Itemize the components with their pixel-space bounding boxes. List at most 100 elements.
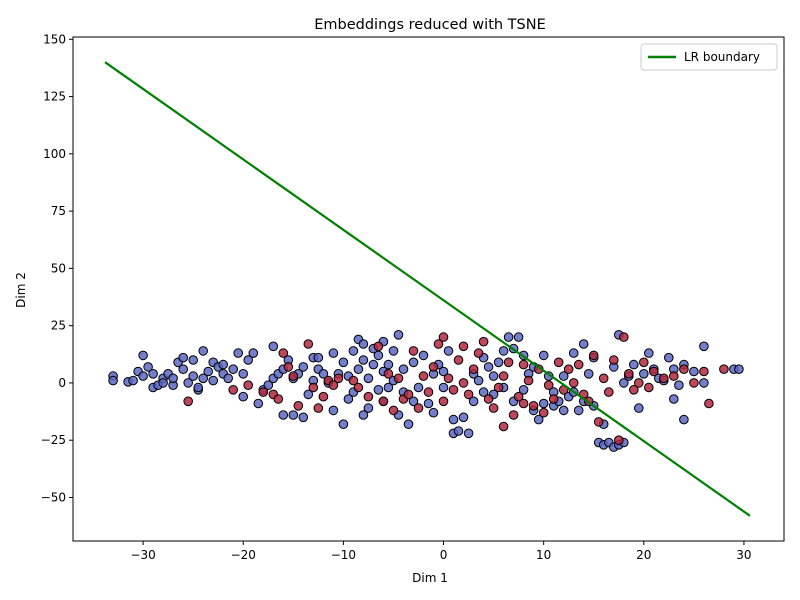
data-point-red <box>438 396 449 407</box>
data-point-red <box>283 362 294 372</box>
data-point-blue <box>313 352 324 363</box>
data-point-blue <box>198 373 208 384</box>
data-point-blue <box>243 355 253 365</box>
data-point-blue <box>218 359 228 370</box>
data-point-blue <box>278 410 289 420</box>
plot-area <box>72 36 785 542</box>
data-point-blue <box>253 398 264 409</box>
data-point-blue <box>368 359 379 370</box>
data-point-red <box>443 373 454 384</box>
data-point-red <box>468 364 479 375</box>
data-point-red <box>689 378 699 388</box>
data-point-red <box>483 394 494 404</box>
data-point-blue <box>634 403 644 413</box>
data-point-blue <box>238 369 248 379</box>
data-point-blue <box>298 412 309 423</box>
data-point-red <box>388 405 399 416</box>
legend-box <box>640 43 778 71</box>
legend: LR boundary <box>640 43 778 71</box>
chart-title: Embeddings reduced with TSNE <box>314 17 546 33</box>
data-point-blue <box>558 405 569 416</box>
data-point-blue <box>538 398 549 409</box>
data-point-red <box>518 359 529 370</box>
data-point-blue <box>373 350 384 361</box>
data-point-blue <box>128 375 138 386</box>
data-point-blue <box>483 362 494 372</box>
data-point-red <box>649 366 659 377</box>
x-tick-label: 0 <box>440 548 448 562</box>
data-point-blue <box>268 341 279 352</box>
data-point-blue <box>558 371 569 381</box>
data-point-blue <box>233 348 243 358</box>
data-point-red <box>604 387 614 397</box>
data-point-blue <box>498 346 509 356</box>
data-point-blue <box>413 382 424 393</box>
data-point-red <box>328 380 339 391</box>
data-point-blue <box>503 332 514 342</box>
x-tick-label: −20 <box>231 548 256 562</box>
data-point-blue <box>148 369 158 379</box>
data-point-blue <box>143 362 153 372</box>
x-axis: −30 −20 −10 0 10 20 30 <box>130 541 752 562</box>
data-point-blue <box>338 357 349 368</box>
data-point-red <box>413 403 424 413</box>
data-point-red <box>308 382 319 393</box>
data-point-red <box>528 401 539 411</box>
data-point-red <box>383 369 394 379</box>
data-point-red <box>593 417 604 427</box>
data-point-blue <box>263 380 274 391</box>
y-tick-label: 25 <box>51 319 66 333</box>
data-point-blue <box>408 357 419 368</box>
data-point-blue <box>578 339 589 349</box>
data-point-blue <box>478 387 489 397</box>
x-tick-label: 10 <box>536 548 551 562</box>
data-point-red <box>498 421 509 432</box>
data-point-blue <box>398 364 409 375</box>
data-point-blue <box>328 348 339 358</box>
data-point-red <box>488 403 499 413</box>
data-point-red <box>518 398 529 409</box>
data-point-blue <box>513 332 524 342</box>
data-point-blue <box>423 398 434 409</box>
data-point-red <box>629 385 639 395</box>
data-point-blue <box>138 350 148 361</box>
data-point-red <box>598 373 609 384</box>
boundary-line-layer <box>104 61 751 517</box>
data-point-blue <box>348 346 359 356</box>
data-point-red <box>498 371 509 381</box>
data-point-blue <box>488 371 499 381</box>
data-point-blue <box>669 394 679 404</box>
data-point-red <box>639 357 649 368</box>
y-tick-label: 100 <box>43 147 66 161</box>
x-tick-label: 20 <box>636 548 651 562</box>
y-axis: −50 −25 0 25 50 75 100 125 150 <box>41 32 73 504</box>
data-point-blue <box>358 339 369 349</box>
y-tick-label: 125 <box>43 90 66 104</box>
data-point-red <box>393 373 404 384</box>
data-point-red <box>503 357 514 368</box>
y-tick-label: 75 <box>51 204 66 218</box>
data-point-red <box>478 336 489 347</box>
data-point-red <box>659 373 669 384</box>
data-point-blue <box>393 330 404 340</box>
data-point-blue <box>664 352 674 363</box>
data-point-blue <box>228 364 238 375</box>
x-axis-label: Dim 1 <box>412 571 448 585</box>
lr-boundary-line <box>104 61 751 517</box>
data-point-blue <box>223 373 233 384</box>
data-point-blue <box>183 378 193 388</box>
x-tick-label: −30 <box>130 548 155 562</box>
data-point-red <box>403 389 414 400</box>
data-point-red <box>619 332 629 342</box>
data-point-blue <box>363 373 374 384</box>
data-point-blue <box>178 352 188 363</box>
data-point-blue <box>208 375 218 386</box>
data-point-blue <box>699 378 709 388</box>
data-point-red <box>463 389 474 400</box>
data-point-red <box>313 403 324 413</box>
data-point-blue <box>388 346 399 356</box>
y-tick-label: −50 <box>41 490 66 504</box>
data-point-red <box>278 348 289 358</box>
data-point-red <box>513 391 524 402</box>
